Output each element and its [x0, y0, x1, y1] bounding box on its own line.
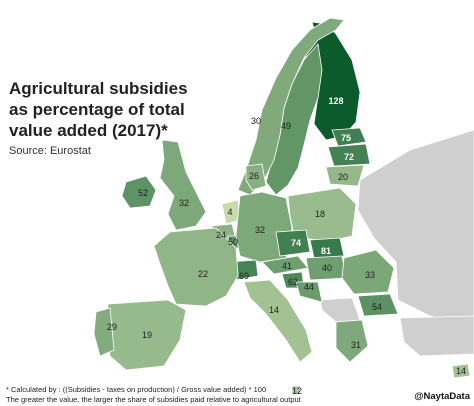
region-cyprus — [451, 363, 471, 379]
value-label-latvia: 72 — [344, 152, 354, 162]
value-label-estonia: 75 — [341, 133, 351, 143]
value-label-finland: 128 — [328, 96, 343, 106]
value-label-germany: 32 — [255, 225, 265, 235]
region-czech-republic — [275, 229, 311, 257]
value-label-belgium: 24 — [216, 230, 226, 240]
chart-title: Agricultural subsidies as percentage of … — [9, 79, 188, 140]
value-label-united-kingdom: 32 — [179, 198, 189, 208]
value-label-france: 22 — [198, 269, 208, 279]
value-label-bulgaria: 54 — [372, 302, 382, 312]
region-slovakia — [309, 237, 345, 259]
value-label-italy: 14 — [269, 305, 279, 315]
value-label-romania: 33 — [365, 270, 375, 280]
value-label-czech-republic: 74 — [291, 238, 301, 248]
value-label-croatia: 44 — [304, 282, 314, 292]
region-italy — [243, 279, 313, 363]
chart-source: Source: Eurostat — [9, 145, 91, 157]
region-croatia — [295, 281, 323, 303]
region-malta — [291, 385, 301, 395]
region-bulgaria — [357, 293, 399, 317]
value-label-luxembourg: 50 — [228, 237, 238, 247]
region-greece — [335, 319, 369, 363]
region-united-kingdom — [159, 139, 207, 231]
value-label-lithuania: 20 — [338, 172, 348, 182]
region-estonia — [331, 127, 367, 147]
value-label-norway: 30 — [251, 116, 261, 126]
value-label-poland: 18 — [315, 209, 325, 219]
region-norway — [237, 17, 345, 196]
value-label-ireland: 52 — [138, 188, 148, 198]
non-eu-land-2 — [319, 297, 361, 323]
value-label-slovenia: 62 — [288, 277, 298, 287]
region-denmark — [245, 163, 267, 191]
value-label-hungary: 40 — [322, 263, 332, 273]
value-label-switzerland: 69 — [239, 271, 249, 281]
region-ireland — [121, 175, 157, 209]
map-shapes — [93, 17, 474, 395]
value-label-austria: 41 — [282, 261, 292, 271]
value-label-portugal: 29 — [107, 322, 117, 332]
region-france — [153, 227, 239, 307]
region-latvia — [327, 143, 371, 167]
value-label-spain: 19 — [142, 330, 152, 340]
footnote-explanation: The greater the value, the larger the sh… — [6, 395, 301, 404]
value-label-sweden: 49 — [281, 121, 291, 131]
region-romania — [341, 249, 395, 295]
value-label-greece: 31 — [351, 340, 361, 350]
region-portugal — [93, 307, 115, 357]
value-label-cyprus: 14 — [456, 366, 466, 376]
region-lithuania — [325, 164, 365, 187]
value-label-denmark: 26 — [249, 171, 259, 181]
footnote-calculation: * Calculated by : ((Subsidies - taxes on… — [6, 385, 267, 394]
value-label-malta: 12 — [292, 386, 302, 396]
non-eu-land-1 — [357, 129, 474, 331]
value-label-netherlands: 4 — [227, 207, 232, 217]
value-label-slovakia: 81 — [321, 246, 331, 256]
non-eu-land-3 — [399, 315, 474, 357]
credit-handle: @NaytaData — [414, 391, 470, 402]
